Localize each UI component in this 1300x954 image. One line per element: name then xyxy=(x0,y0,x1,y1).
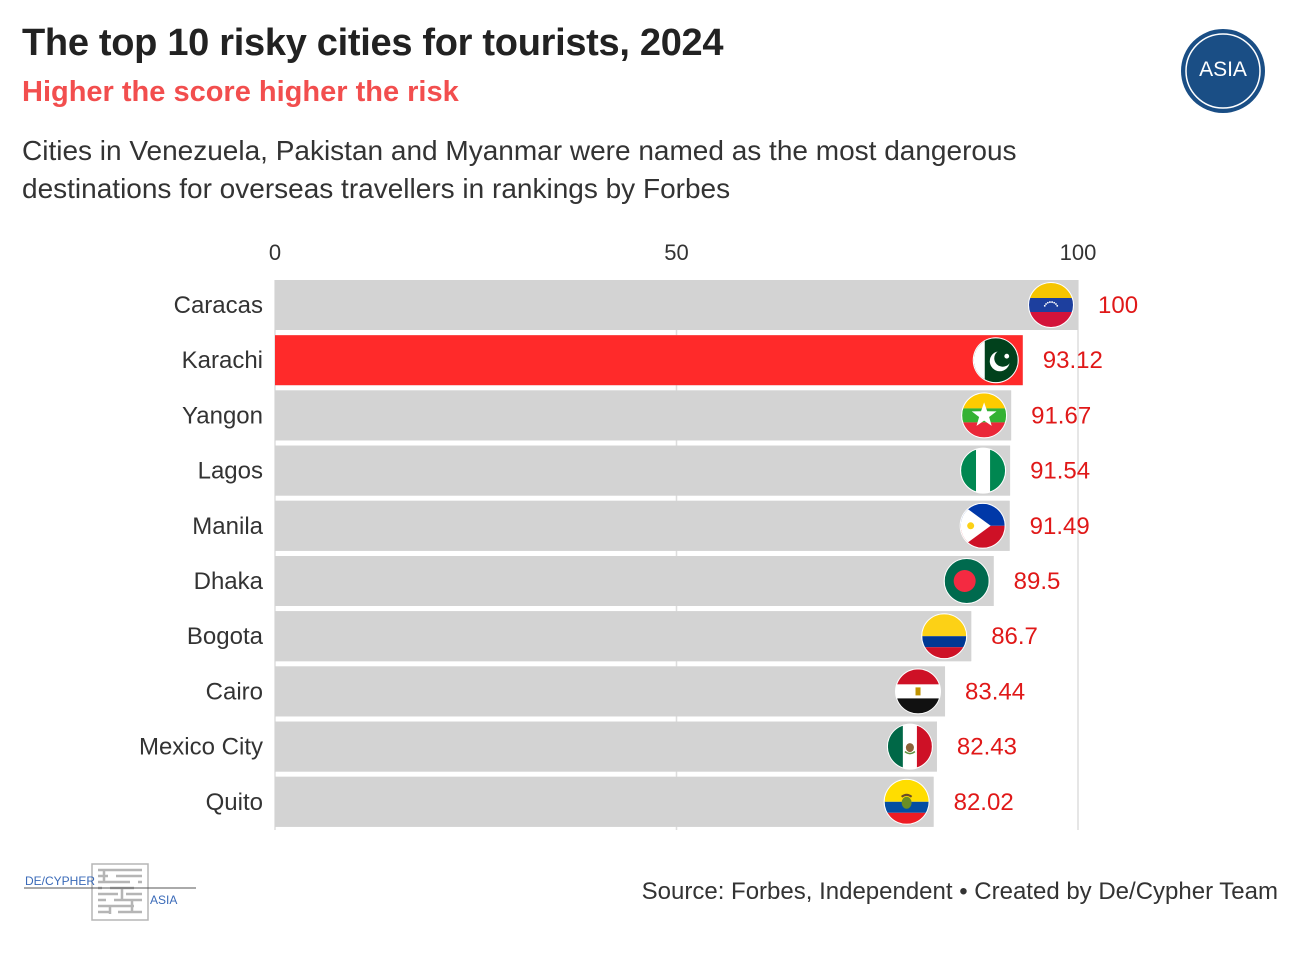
bar-yangon xyxy=(275,390,1012,441)
nigeria-flag-icon xyxy=(960,447,1007,494)
value-label: 91.67 xyxy=(1031,402,1091,429)
bar-quito xyxy=(275,776,934,827)
category-label: Manila xyxy=(192,513,263,540)
bar-bogota xyxy=(275,611,972,662)
category-label: Lagos xyxy=(198,458,263,485)
ecuador-flag-icon xyxy=(883,778,930,825)
value-label: 91.54 xyxy=(1030,458,1090,485)
chart-title: The top 10 risky cities for tourists, 20… xyxy=(22,22,724,64)
value-label: 93.12 xyxy=(1043,347,1103,374)
x-tick-label: 100 xyxy=(1060,240,1097,265)
bangladesh-flag-icon xyxy=(943,558,990,604)
category-label: Dhaka xyxy=(194,568,264,595)
mexico-flag-icon xyxy=(886,723,933,770)
value-label: 83.44 xyxy=(965,678,1025,705)
pakistan-flag-icon xyxy=(972,337,1019,384)
bar-mexico-city xyxy=(275,721,937,772)
bar-dhaka xyxy=(275,556,994,606)
decypher-brand-asia: ASIA xyxy=(150,893,177,907)
category-label: Karachi xyxy=(182,347,263,374)
value-label: 82.43 xyxy=(957,734,1017,761)
decypher-brand-text: DE/CYPHER xyxy=(25,874,95,888)
category-label: Bogota xyxy=(187,623,264,650)
decypher-logo: DE/CYPHER ASIA xyxy=(24,863,196,921)
x-tick-label: 50 xyxy=(664,240,688,265)
bar-cairo xyxy=(275,666,946,717)
bar-chart: 0 50 100 Caracas 100 Karachi 93.12 Yangon 91.67 L… xyxy=(139,240,1138,830)
chart-subtitle: Higher the score higher the risk xyxy=(22,76,459,108)
bar-manila xyxy=(275,500,1010,551)
bar-karachi xyxy=(275,335,1023,386)
source-note: Source: Forbes, Independent • Created by… xyxy=(641,878,1278,905)
colombia-flag-icon xyxy=(921,613,968,660)
category-label: Caracas xyxy=(174,292,263,319)
category-label: Mexico City xyxy=(139,734,263,761)
myanmar-flag-icon xyxy=(961,392,1008,439)
value-label: 86.7 xyxy=(991,623,1038,650)
egypt-flag-icon xyxy=(895,668,942,715)
value-label: 91.49 xyxy=(1030,513,1090,540)
value-label: 82.02 xyxy=(954,789,1014,816)
bar-caracas xyxy=(275,280,1078,330)
venezuela-flag-icon xyxy=(1028,282,1074,328)
value-label: 100 xyxy=(1098,292,1138,319)
chart-description: Cities in Venezuela, Pakistan and Myanma… xyxy=(22,135,1017,204)
x-tick-label: 0 xyxy=(269,240,281,265)
asia-logo: ASIA xyxy=(1181,29,1265,113)
category-label: Cairo xyxy=(206,678,263,705)
bar-lagos xyxy=(275,445,1011,496)
value-label: 89.5 xyxy=(1014,568,1061,595)
philippines-flag-icon xyxy=(959,502,1006,549)
asia-logo-text: ASIA xyxy=(1199,58,1247,81)
category-label: Quito xyxy=(206,789,263,816)
category-label: Yangon xyxy=(182,402,263,429)
